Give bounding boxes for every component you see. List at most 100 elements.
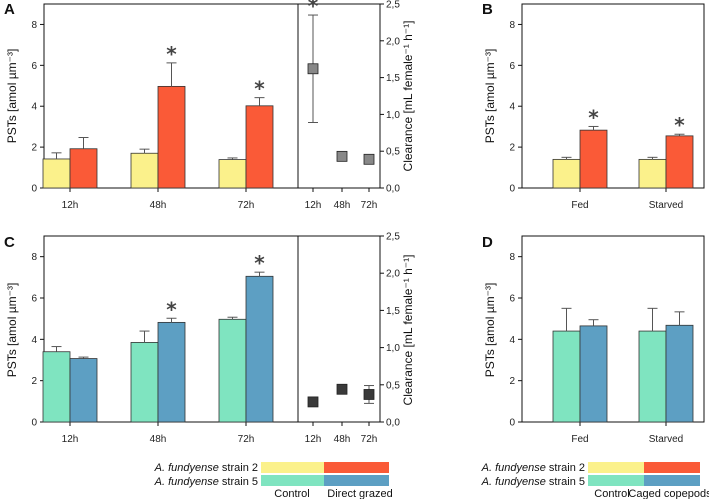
panel-d: D PSTs [amol µm⁻³] bbox=[482, 234, 705, 423]
panel-b-xtick-label: Fed bbox=[571, 200, 588, 211]
legend-1-label-treatment: Direct grazed bbox=[327, 488, 392, 499]
panel-c-ylabel: PSTs [amol µm⁻³] bbox=[5, 283, 19, 378]
panel-c-inset-xtick-label: 72h bbox=[361, 434, 378, 445]
panel-b-bar-control bbox=[552, 158, 581, 189]
panel-c-inset-ylabel: Clearance [mL female⁻¹ h⁻¹] bbox=[401, 255, 415, 406]
panel-d-ytick-label: 8 bbox=[509, 252, 515, 263]
panel-b-ytick-label: 4 bbox=[509, 102, 515, 113]
panel-a-inset-significance-star: * bbox=[308, 0, 319, 18]
panel-c: C PSTs [amol µm⁻³] Clearance [mL female⁻… bbox=[4, 234, 415, 423]
panel-a-frame bbox=[43, 3, 381, 189]
panel-c-bar-control bbox=[218, 318, 247, 423]
panel-c-inset-point bbox=[336, 383, 348, 395]
panel-a-bar-treatment bbox=[69, 148, 98, 189]
panel-c-inset-xtick-label: 48h bbox=[334, 434, 351, 445]
legend-1-row-2: A. fundyense strain 5 bbox=[154, 476, 258, 488]
panel-d-label: D bbox=[482, 234, 493, 251]
panel-b-label: B bbox=[482, 1, 493, 18]
panel-b-ylabel: PSTs [amol µm⁻³] bbox=[483, 49, 497, 144]
panel-c-bar-treatment bbox=[157, 321, 186, 423]
legend-caged-copepods: A. fundyense strain 2 A. fundyense strai… bbox=[481, 462, 709, 499]
panel-c-inset-ytick-label: 0,5 bbox=[386, 380, 400, 391]
panel-c-bar-control bbox=[130, 342, 159, 423]
panel-d-xtick-label: Fed bbox=[571, 434, 588, 445]
panel-b-ytick-label: 2 bbox=[509, 143, 515, 154]
panel-c-significance-star: * bbox=[166, 297, 177, 321]
panel-b-frame bbox=[521, 3, 705, 189]
panel-a-xtick-label: 48h bbox=[150, 200, 167, 211]
legend-2-row-2-strain: strain 5 bbox=[546, 476, 585, 488]
panel-a-inset-xtick-label: 48h bbox=[334, 200, 351, 211]
panel-b-bar-treatment bbox=[579, 129, 608, 189]
panel-a-ytick-label: 6 bbox=[31, 61, 37, 72]
panel-a-bar-control bbox=[42, 158, 71, 189]
legend-2-row-1-strain: strain 2 bbox=[546, 462, 585, 474]
panel-c-label: C bbox=[4, 234, 15, 251]
panel-a-xtick-label: 12h bbox=[62, 200, 79, 211]
legend-2-label-control: Control bbox=[594, 488, 629, 499]
panel-a-inset-ytick-label: 0,0 bbox=[386, 184, 400, 195]
legend-1-row-1: A. fundyense strain 2 bbox=[154, 462, 258, 474]
panel-a-inset-ytick-label: 0,5 bbox=[386, 147, 400, 158]
panel-c-bar-treatment bbox=[245, 275, 274, 423]
panel-b-ytick-label: 8 bbox=[509, 20, 515, 31]
panel-a-inset-ytick-label: 1,5 bbox=[386, 73, 400, 84]
panel-c-ytick-label: 2 bbox=[31, 376, 37, 387]
panel-a-inset-point bbox=[363, 153, 375, 165]
panel-a-xtick-label: 72h bbox=[238, 200, 255, 211]
panel-c-inset-point bbox=[363, 389, 375, 400]
legend-1-swatch-strain2-treatment bbox=[324, 462, 389, 473]
panel-c-inset-point bbox=[307, 396, 319, 408]
panel-a-inset-point bbox=[307, 63, 319, 75]
panel-d-xtick-label: Starved bbox=[649, 434, 683, 445]
legend-2-row-1: A. fundyense strain 2 bbox=[481, 462, 585, 474]
panel-c-significance-star: * bbox=[254, 251, 265, 275]
panel-a-ytick-label: 4 bbox=[31, 102, 37, 113]
panel-c-inset-ytick-label: 2,0 bbox=[386, 269, 400, 280]
panel-a-inset-ytick-label: 1,0 bbox=[386, 110, 400, 121]
panel-b-xtick-label: Starved bbox=[649, 200, 683, 211]
panel-b: B PSTs [amol µm⁻³] bbox=[482, 1, 705, 189]
panel-a-ytick-label: 8 bbox=[31, 20, 37, 31]
panel-d-ytick-label: 4 bbox=[509, 335, 515, 346]
panel-a-inset-xtick-label: 12h bbox=[305, 200, 322, 211]
panel-d-bar-treatment bbox=[665, 324, 694, 423]
panel-c-ytick-label: 6 bbox=[31, 294, 37, 305]
panel-c-inset-ytick-label: 1,0 bbox=[386, 343, 400, 354]
panel-a-inset-ytick-label: 2,0 bbox=[386, 36, 400, 47]
panel-a-bar-control bbox=[130, 152, 159, 189]
panel-b-ytick-label: 6 bbox=[509, 61, 515, 72]
panel-a-inset-point bbox=[336, 150, 348, 162]
panel-a-inset-ytick-label: 2,5 bbox=[386, 0, 400, 11]
legend-1-row-1-strain: strain 2 bbox=[219, 462, 258, 474]
panel-c-inset-ytick-label: 0,0 bbox=[386, 418, 400, 429]
panel-c-inset-ytick-label: 1,5 bbox=[386, 306, 400, 317]
legend-2-swatch-strain5-control bbox=[588, 475, 644, 486]
panel-c-xtick-label: 48h bbox=[150, 434, 167, 445]
panel-c-bar-treatment bbox=[69, 358, 98, 423]
panel-a-ytick-label: 0 bbox=[31, 184, 37, 195]
panel-a-ylabel: PSTs [amol µm⁻³] bbox=[5, 49, 19, 144]
panel-c-xtick-label: 72h bbox=[238, 434, 255, 445]
panel-c-inset-xtick-label: 12h bbox=[305, 434, 322, 445]
panel-a: A PSTs [amol µm⁻³] Clearance [mL female⁻… bbox=[4, 1, 415, 189]
panel-a-inset-ylabel: Clearance [mL female⁻¹ h⁻¹] bbox=[401, 21, 415, 172]
panel-c-inset-ytick-label: 2,5 bbox=[386, 232, 400, 243]
panel-c-xtick-label: 12h bbox=[62, 434, 79, 445]
panel-b-significance-star: * bbox=[588, 105, 599, 129]
legend-2-row-1-species: A. fundyense bbox=[481, 462, 546, 474]
panel-d-bar-control bbox=[552, 330, 581, 423]
panel-b-bar-treatment bbox=[665, 135, 694, 189]
panel-d-ytick-label: 2 bbox=[509, 376, 515, 387]
panel-a-bar-treatment bbox=[245, 105, 274, 189]
legend-2-label-treatment: Caged copepods bbox=[628, 488, 709, 499]
legend-1-swatch-strain5-control bbox=[261, 475, 324, 486]
legend-2-swatch-strain2-control bbox=[588, 462, 644, 473]
legend-1-row-1-species: A. fundyense bbox=[154, 462, 219, 474]
panel-d-frame bbox=[521, 235, 705, 423]
panel-b-significance-star: * bbox=[674, 113, 685, 137]
legend-direct-grazed: A. fundyense strain 2 A. fundyense strai… bbox=[154, 462, 393, 499]
panel-c-bar-control bbox=[42, 351, 71, 423]
panel-b-ytick-label: 0 bbox=[509, 184, 515, 195]
